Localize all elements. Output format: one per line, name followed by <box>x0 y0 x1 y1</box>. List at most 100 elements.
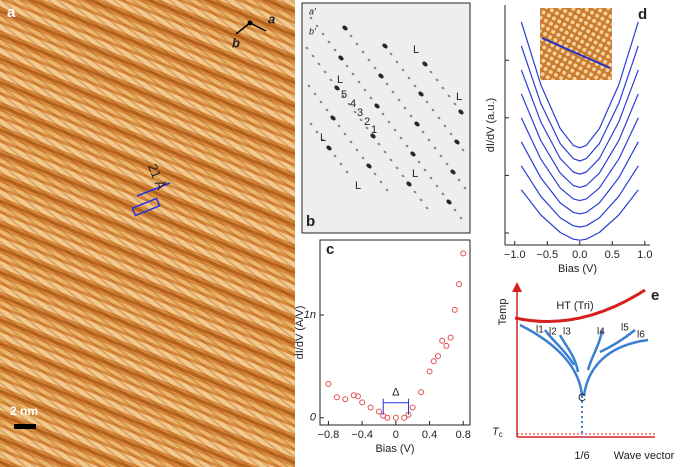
fft-spot <box>399 136 403 140</box>
data-point <box>451 306 458 313</box>
peak-label: L <box>412 168 418 180</box>
data-point <box>354 393 361 400</box>
fft-spot <box>333 48 337 52</box>
data-point <box>460 250 467 257</box>
x-tick-label: 1/6 <box>574 450 589 462</box>
order-label: 3 <box>357 107 363 119</box>
fft-spot <box>373 172 377 176</box>
fft-spot <box>429 70 433 74</box>
data-point <box>409 404 416 411</box>
phase-label: HT (Tri) <box>556 300 593 312</box>
inset-line <box>541 37 611 69</box>
fft-spot <box>366 163 372 169</box>
fft-spot <box>397 98 401 102</box>
data-point <box>325 380 332 387</box>
fft-spot <box>355 148 359 152</box>
fft-spot <box>433 146 437 150</box>
y-axis-label: dI/dV (a.u.) <box>485 98 497 152</box>
branch-label: l6 <box>637 330 645 341</box>
fft-spot <box>459 216 463 220</box>
data-point <box>418 389 425 396</box>
x-axis-label: Bias (V) <box>375 443 414 455</box>
x-tick-label: −1.0 <box>504 249 526 261</box>
fft-spot <box>401 174 405 178</box>
fft-spot <box>315 24 319 28</box>
annotation: Δ <box>392 387 400 399</box>
fft-spot <box>363 88 367 92</box>
panel-a: a a b 21 Å 2 nm <box>0 0 295 467</box>
panel-label: c <box>326 241 334 258</box>
fft-spot <box>321 32 325 36</box>
fft-spot <box>427 138 431 142</box>
x-tick-label: −0.5 <box>536 249 558 261</box>
period-arrow <box>136 182 171 197</box>
fft-spot <box>342 25 348 31</box>
fft-spot <box>449 132 453 136</box>
fft-spot <box>357 80 361 84</box>
fft-spot <box>443 124 447 128</box>
fft-spot <box>419 198 423 202</box>
fft-spot <box>359 118 363 122</box>
y-axis-label: dI/dV (A/V) <box>294 306 306 360</box>
fft-spot <box>334 85 340 91</box>
fft-spot <box>309 122 313 126</box>
fft-spot <box>395 60 399 64</box>
panel-b: a′ b′ L L L L L L 5 4 3 2 1 b <box>301 2 471 234</box>
critical-label: C <box>578 392 586 404</box>
data-point <box>333 394 340 401</box>
y-axis-label: Temp <box>497 299 509 326</box>
order-label: 2 <box>364 116 370 128</box>
fft-spot <box>374 103 380 109</box>
fft-spot <box>385 82 389 86</box>
phase-boundary <box>514 288 646 323</box>
fft-spot <box>383 150 387 154</box>
fft-spot <box>325 108 329 112</box>
order-label: 5 <box>341 89 347 101</box>
axis-label: a <box>268 11 275 26</box>
fft-spot <box>418 91 424 97</box>
fft-spot <box>463 186 467 190</box>
panel-e: l1 l2 l3 l4 l5 l6 Temp HT (Tri) C Tc 1/6… <box>492 282 675 462</box>
fft-spot <box>446 199 452 205</box>
x-tick-label: 0.4 <box>422 429 437 441</box>
panel-label: a <box>7 4 16 21</box>
fft-spot <box>429 176 433 180</box>
fft-spot <box>422 61 428 67</box>
fft-spot <box>423 168 427 172</box>
x-tick-label: −0.4 <box>351 429 373 441</box>
fft-spot <box>367 58 371 62</box>
fft-spot <box>313 92 317 96</box>
fft-spot <box>345 170 349 174</box>
y-tick-label: 0 <box>310 412 317 424</box>
axis-label: a′ <box>309 6 316 16</box>
y-tick-label: 1n <box>304 309 316 321</box>
fft-spot <box>447 94 451 98</box>
data-point <box>447 334 454 341</box>
fft-spot <box>330 115 336 121</box>
fft-spot <box>453 208 457 212</box>
fft-spot <box>389 52 393 56</box>
fft-spot <box>405 144 409 148</box>
branch-label: l5 <box>621 323 629 334</box>
data-point <box>359 399 366 406</box>
fft-spot <box>401 68 405 72</box>
order-label: 1 <box>371 124 377 136</box>
fft-spot <box>365 126 369 130</box>
data-point <box>430 358 437 365</box>
peak-label: L <box>337 74 343 86</box>
x-axis-label: Bias (V) <box>558 263 597 275</box>
fft-spot <box>311 54 315 58</box>
tc-label: Tc <box>492 426 503 439</box>
fft-spot <box>413 84 417 88</box>
data-point <box>384 414 391 421</box>
fft-spot <box>439 154 443 158</box>
fft-spot <box>317 62 321 66</box>
fft-spot <box>410 151 416 157</box>
arrow-head <box>512 282 522 292</box>
fft-spot <box>361 50 365 54</box>
panel-label: e <box>651 287 659 304</box>
spectrum-line <box>520 189 639 241</box>
fft-spot <box>425 100 429 104</box>
inset-image <box>540 8 612 80</box>
